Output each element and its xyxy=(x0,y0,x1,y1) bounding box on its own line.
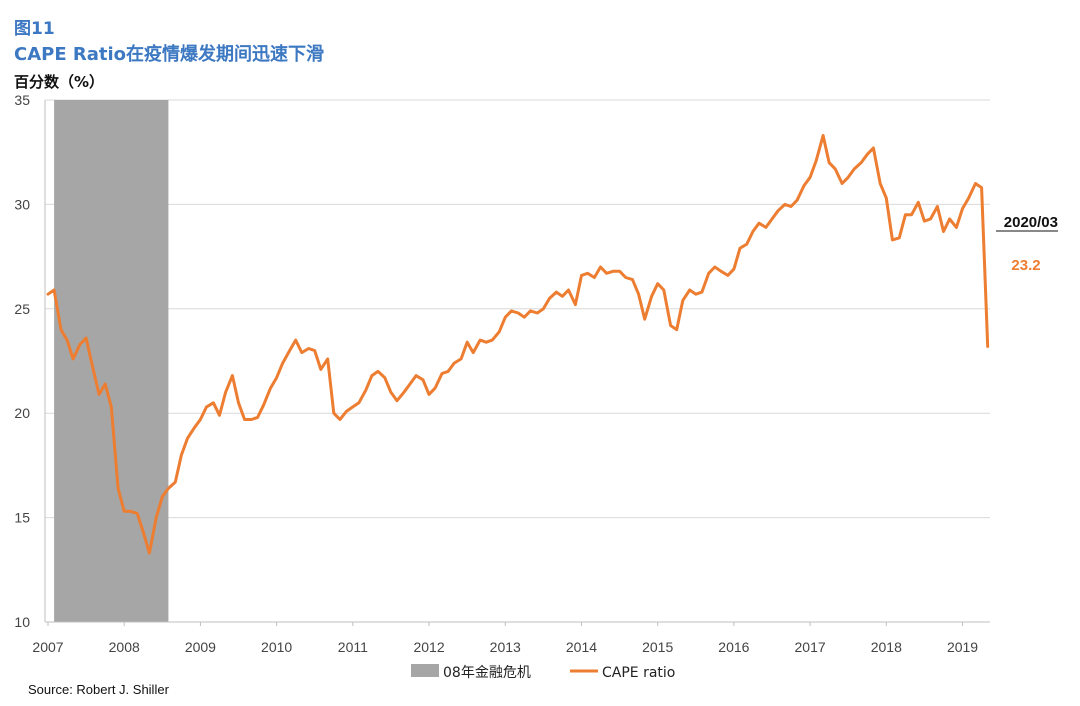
figure-number: 图11 xyxy=(14,19,55,39)
y-tick-label: 15 xyxy=(14,510,30,526)
x-tick-label: 2012 xyxy=(413,639,444,655)
y-tick-label: 30 xyxy=(14,196,30,212)
y-tick-label: 35 xyxy=(14,92,30,108)
x-tick-label: 2016 xyxy=(718,639,749,655)
y-tick-label: 10 xyxy=(14,614,30,630)
y-tick-label: 25 xyxy=(14,301,30,317)
y-tick-label: 20 xyxy=(14,405,30,421)
legend: 08年金融危机 CAPE ratio xyxy=(411,664,675,681)
chart-title: CAPE Ratio在疫情爆发期间迅速下滑 xyxy=(14,44,325,65)
x-tick-label: 2018 xyxy=(871,639,902,655)
crisis-shading xyxy=(54,100,169,622)
legend-swatch-crisis xyxy=(411,664,439,677)
source-note: Source: Robert J. Shiller xyxy=(28,682,169,697)
x-tick-label: 2007 xyxy=(32,639,63,655)
annotation-date: 2020/03 xyxy=(1004,214,1058,231)
end-annotation: 2020/03 23.2 xyxy=(996,214,1058,274)
x-tick-label: 2017 xyxy=(795,639,826,655)
grid-lines xyxy=(45,99,990,519)
x-tick-label: 2019 xyxy=(947,639,978,655)
x-tick-label: 2010 xyxy=(261,639,292,655)
crisis-shaded-region xyxy=(54,100,169,622)
legend-label-crisis: 08年金融危机 xyxy=(443,665,531,681)
x-tick-label: 2008 xyxy=(109,639,140,655)
x-tick-label: 2014 xyxy=(566,639,597,655)
series-line-cape-ratio xyxy=(46,134,990,555)
x-tick-label: 2015 xyxy=(642,639,673,655)
annotation-value: 23.2 xyxy=(1011,257,1040,274)
x-tick-labels: 2007 2008 2009 2010 2011 2012 2013 2014 2015 2016… xyxy=(32,639,978,655)
y-tick-labels: 10 15 20 25 30 35 xyxy=(14,92,30,630)
y-axis-unit-label: 百分数（%） xyxy=(14,73,105,91)
axes xyxy=(44,100,990,626)
series-layer xyxy=(46,134,990,555)
x-tick-label: 2009 xyxy=(185,639,216,655)
legend-label-cape: CAPE ratio xyxy=(602,665,675,681)
x-tick-label: 2011 xyxy=(338,639,368,655)
x-tick-label: 2013 xyxy=(490,639,521,655)
